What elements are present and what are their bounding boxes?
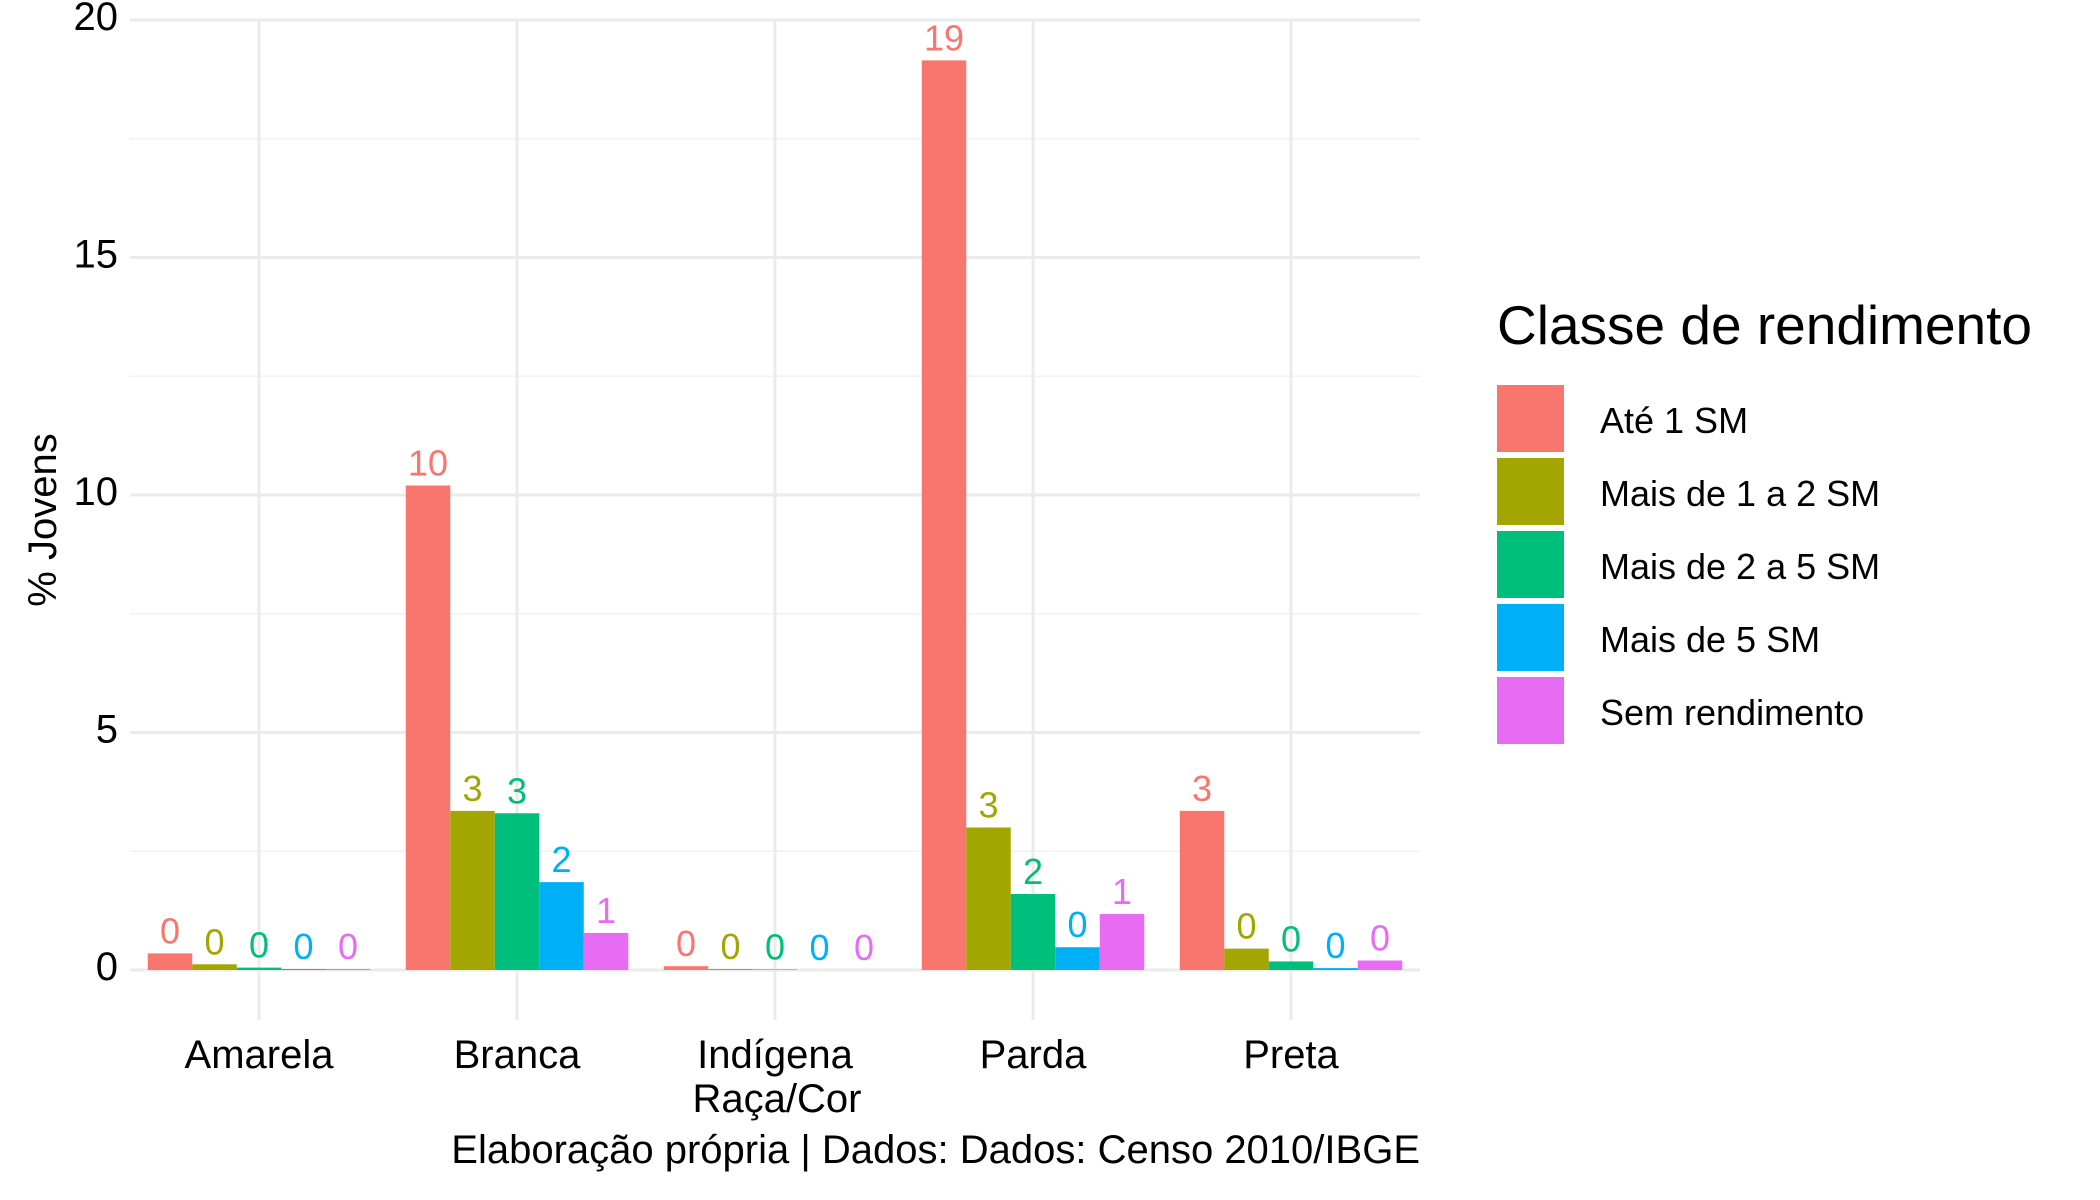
bar-parda-5 — [1099, 913, 1145, 970]
bar-branca-4 — [539, 882, 584, 970]
bar-preta-5 — [1357, 960, 1403, 970]
bar-amarela-5 — [325, 969, 371, 970]
bar-value-label: 3 — [462, 768, 482, 809]
legend-items: Até 1 SM Mais de 1 a 2 SM Mais de 2 a 5 SM… — [1497, 385, 1880, 744]
legend-title: Classe de rendimento — [1497, 294, 2032, 356]
legend-label: Sem rendimento — [1600, 692, 1864, 733]
grid-lines — [130, 18, 1420, 1020]
bar-branca-3 — [494, 813, 540, 970]
x-tick-label: Indígena — [697, 1033, 853, 1077]
bar-value-label: 10 — [408, 443, 448, 484]
bar-value-label: 0 — [809, 927, 829, 968]
bar-value-label: 0 — [765, 927, 785, 968]
bar-parda-2 — [966, 827, 1011, 970]
bar-branca-1 — [405, 485, 451, 970]
bar-parda-4 — [1055, 947, 1100, 970]
bar-parda-3 — [1010, 894, 1056, 970]
bar-amarela-3 — [236, 967, 282, 970]
bar-branca-2 — [450, 810, 495, 970]
bar-value-label: 0 — [676, 923, 696, 964]
bar-value-label: 0 — [204, 921, 224, 962]
bar-preta-2 — [1224, 948, 1269, 970]
y-axis-ticks: 0 5 10 15 20 — [74, 0, 119, 989]
bar-value-label: 1 — [1112, 871, 1132, 912]
bar-preta-3 — [1268, 961, 1314, 970]
bar-value-label: 0 — [1067, 904, 1087, 945]
bar-value-label: 3 — [507, 770, 527, 811]
legend-label: Mais de 1 a 2 SM — [1600, 473, 1880, 514]
bar-value-label: 19 — [924, 17, 964, 58]
chart-caption: Elaboração própria | Dados: Dados: Censo… — [451, 1128, 1420, 1172]
y-tick-label: 5 — [96, 708, 118, 752]
bar-value-label: 0 — [338, 926, 358, 967]
x-tick-label: Amarela — [185, 1033, 335, 1077]
bar-value-label: 0 — [1236, 906, 1256, 947]
bar-value-label: 0 — [1281, 918, 1301, 959]
legend: Classe de rendimento Até 1 SM Mais de 1 a… — [1497, 294, 2032, 744]
y-axis-label: % Jovens — [21, 433, 65, 606]
legend-label: Até 1 SM — [1600, 400, 1748, 441]
legend-swatch — [1497, 458, 1564, 525]
legend-swatch — [1497, 385, 1564, 452]
y-tick-label: 15 — [74, 233, 119, 277]
bar-value-label: 0 — [854, 927, 874, 968]
x-tick-label: Parda — [980, 1033, 1087, 1077]
bar-value-label: 3 — [978, 785, 998, 826]
bar-indígena-1 — [663, 966, 709, 970]
bar-amarela-1 — [147, 953, 193, 970]
y-tick-label: 20 — [74, 0, 119, 39]
x-axis-ticks: Amarela Branca Indígena Parda Preta — [185, 1033, 1340, 1077]
bar-value-label: 0 — [720, 926, 740, 967]
x-tick-label: Branca — [454, 1033, 581, 1077]
legend-swatch — [1497, 604, 1564, 671]
legend-label: Mais de 2 a 5 SM — [1600, 546, 1880, 587]
bar-value-label: 0 — [249, 925, 269, 966]
bar-value-label: 3 — [1192, 768, 1212, 809]
bar-value-label: 0 — [293, 926, 313, 967]
bar-preta-1 — [1179, 810, 1225, 970]
bar-preta-4 — [1313, 968, 1358, 970]
y-tick-label: 0 — [96, 945, 118, 989]
bar-value-label: 0 — [1370, 918, 1390, 959]
bar-branca-5 — [583, 932, 629, 970]
legend-swatch — [1497, 531, 1564, 598]
bars — [147, 60, 1403, 970]
legend-label: Mais de 5 SM — [1600, 619, 1820, 660]
legend-swatch — [1497, 677, 1564, 744]
x-axis-label: Raça/Cor — [693, 1077, 862, 1121]
bar-value-label: 2 — [551, 839, 571, 880]
bar-indígena-2 — [708, 969, 753, 970]
bar-value-label: 0 — [160, 910, 180, 951]
bar-amarela-2 — [192, 964, 237, 970]
bar-value-label: 0 — [1325, 925, 1345, 966]
bar-value-label: 2 — [1023, 851, 1043, 892]
y-tick-label: 10 — [74, 470, 119, 514]
bar-value-label: 1 — [596, 890, 616, 931]
bar-amarela-4 — [281, 969, 326, 970]
bar-parda-1 — [921, 60, 967, 970]
x-tick-label: Preta — [1243, 1033, 1339, 1077]
